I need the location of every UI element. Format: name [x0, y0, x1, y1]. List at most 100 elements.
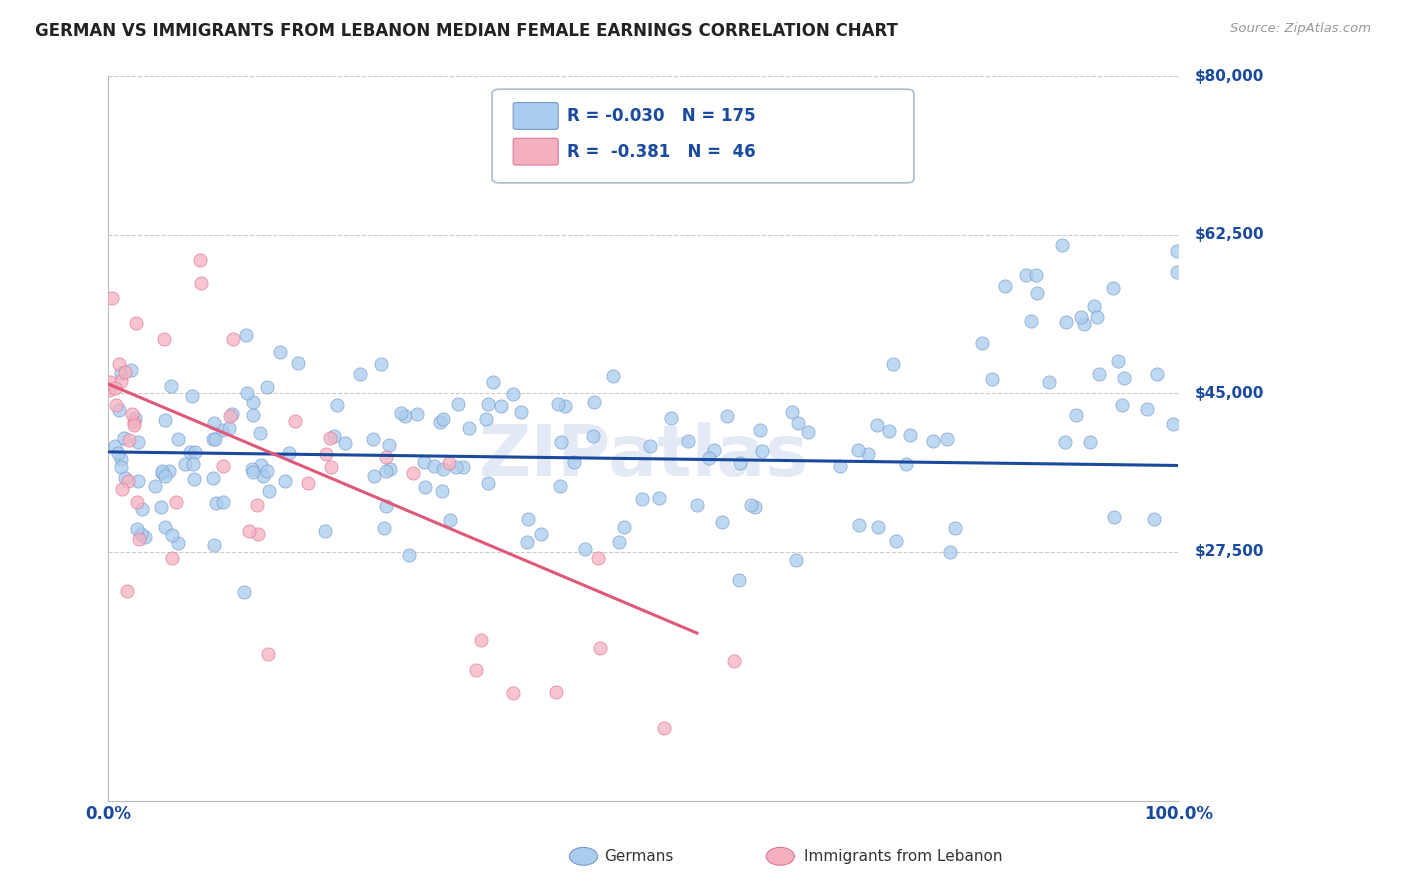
Text: Immigrants from Lebanon: Immigrants from Lebanon — [804, 849, 1002, 863]
Point — [550, 435, 572, 450]
Point — [238, 524, 260, 538]
Point — [180, 389, 202, 403]
Point — [240, 462, 263, 476]
Point — [727, 574, 749, 588]
Point — [1025, 268, 1047, 282]
Text: GERMAN VS IMMIGRANTS FROM LEBANON MEDIAN FEMALE EARNINGS CORRELATION CHART: GERMAN VS IMMIGRANTS FROM LEBANON MEDIAN… — [35, 22, 898, 40]
Point — [120, 363, 142, 377]
Point — [111, 482, 134, 496]
Point — [1111, 398, 1133, 412]
Point — [257, 647, 280, 661]
Point — [202, 433, 225, 447]
Point — [247, 526, 270, 541]
Point — [236, 385, 259, 400]
Point — [406, 407, 429, 421]
Point — [284, 414, 307, 428]
Point — [117, 474, 139, 488]
Point — [222, 332, 245, 346]
Point — [97, 383, 120, 397]
Point — [1088, 368, 1111, 382]
Point — [98, 375, 121, 389]
Point — [246, 498, 269, 512]
Point — [546, 685, 568, 699]
Point — [477, 475, 499, 490]
Point — [160, 379, 183, 393]
Point — [981, 372, 1004, 386]
Point — [174, 458, 197, 472]
Point — [361, 432, 384, 446]
Point — [1166, 244, 1188, 258]
Point — [128, 532, 150, 546]
Point — [104, 382, 127, 396]
Point — [1078, 435, 1101, 450]
Point — [502, 387, 524, 401]
Point — [830, 458, 852, 473]
Point — [589, 640, 612, 655]
Point — [242, 466, 264, 480]
Point — [370, 357, 392, 371]
Point — [333, 435, 356, 450]
Point — [475, 412, 498, 426]
Point — [402, 466, 425, 480]
Point — [122, 418, 145, 433]
Point — [1019, 314, 1042, 328]
Point — [1050, 238, 1073, 252]
Point — [415, 480, 437, 494]
Point — [107, 357, 129, 371]
Text: R = -0.030   N = 175: R = -0.030 N = 175 — [567, 107, 755, 125]
Point — [235, 327, 257, 342]
Point — [458, 421, 481, 435]
Point — [150, 464, 173, 478]
Point — [1146, 367, 1168, 381]
Point — [114, 365, 136, 379]
Point — [114, 471, 136, 485]
Point — [1112, 371, 1135, 385]
Point — [278, 446, 301, 460]
Point — [1038, 375, 1060, 389]
Point — [115, 583, 138, 598]
Point — [432, 461, 454, 475]
Point — [242, 394, 264, 409]
Point — [703, 442, 725, 457]
Point — [134, 530, 156, 544]
Text: $62,500: $62,500 — [1195, 227, 1264, 242]
Point — [972, 335, 994, 350]
Point — [1083, 300, 1105, 314]
Point — [994, 279, 1017, 293]
Point — [1070, 310, 1092, 324]
Point — [1015, 268, 1038, 282]
Point — [242, 408, 264, 422]
Point — [1161, 417, 1184, 431]
Point — [250, 458, 273, 473]
Point — [1102, 509, 1125, 524]
Point — [204, 433, 226, 447]
Point — [516, 535, 538, 549]
Point — [846, 442, 869, 457]
Text: R =  -0.381   N =  46: R = -0.381 N = 46 — [567, 143, 755, 161]
Point — [412, 455, 434, 469]
Point — [233, 584, 256, 599]
Point — [439, 513, 461, 527]
Point — [1085, 310, 1108, 324]
Point — [183, 458, 205, 472]
Point — [110, 374, 132, 388]
Point — [121, 407, 143, 421]
Point — [1101, 281, 1123, 295]
Text: Source: ZipAtlas.com: Source: ZipAtlas.com — [1230, 22, 1371, 36]
Point — [554, 399, 576, 413]
Text: ZIPatlas: ZIPatlas — [478, 422, 808, 491]
Point — [710, 515, 733, 529]
Point — [125, 522, 148, 536]
Point — [574, 541, 596, 556]
Point — [640, 439, 662, 453]
Point — [105, 398, 128, 412]
Point — [127, 435, 149, 450]
Point — [143, 479, 166, 493]
Point — [447, 396, 470, 410]
Point — [122, 415, 145, 429]
Point — [389, 405, 412, 419]
Point — [394, 409, 416, 423]
Point — [796, 425, 818, 439]
Point — [124, 411, 146, 425]
Point — [212, 458, 235, 473]
